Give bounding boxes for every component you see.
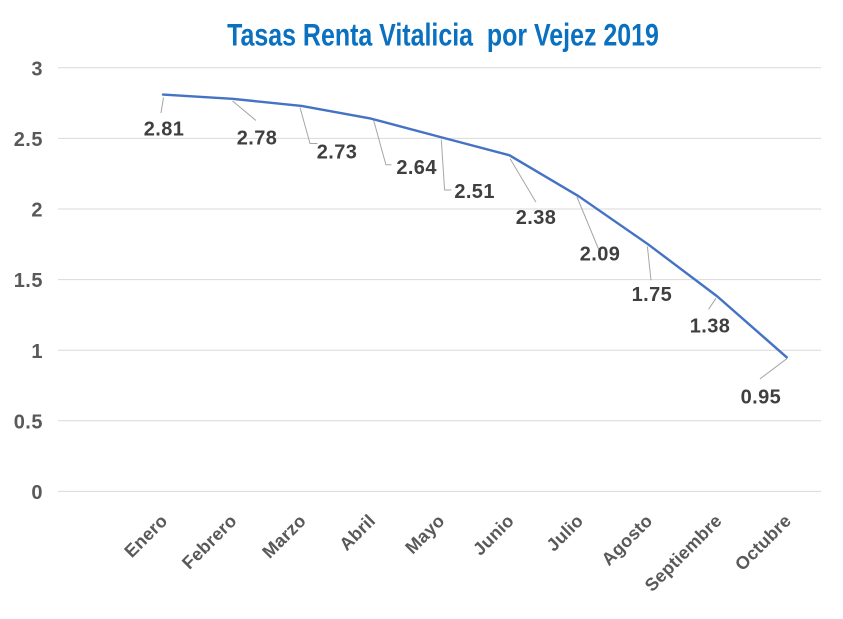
svg-text:2.73: 2.73 xyxy=(317,142,358,164)
svg-text:2.51: 2.51 xyxy=(454,181,495,203)
svg-text:3: 3 xyxy=(31,58,43,80)
svg-text:2.38: 2.38 xyxy=(516,207,557,229)
svg-text:1.75: 1.75 xyxy=(632,284,673,306)
svg-text:1.38: 1.38 xyxy=(690,316,731,338)
svg-text:1.5: 1.5 xyxy=(14,270,43,292)
svg-text:Tasas Renta Vitalicia por Vej: Tasas Renta Vitalicia por Vejez 2019 xyxy=(227,18,659,54)
svg-text:2.5: 2.5 xyxy=(14,129,43,151)
svg-text:0: 0 xyxy=(31,482,43,504)
svg-text:0.95: 0.95 xyxy=(741,387,782,409)
svg-text:2.09: 2.09 xyxy=(580,244,621,266)
svg-text:2.81: 2.81 xyxy=(144,119,185,141)
svg-text:2.64: 2.64 xyxy=(396,157,437,179)
svg-text:1: 1 xyxy=(31,341,43,363)
svg-text:2.78: 2.78 xyxy=(237,128,278,150)
svg-text:2: 2 xyxy=(31,200,43,222)
svg-text:0.5: 0.5 xyxy=(14,411,43,433)
